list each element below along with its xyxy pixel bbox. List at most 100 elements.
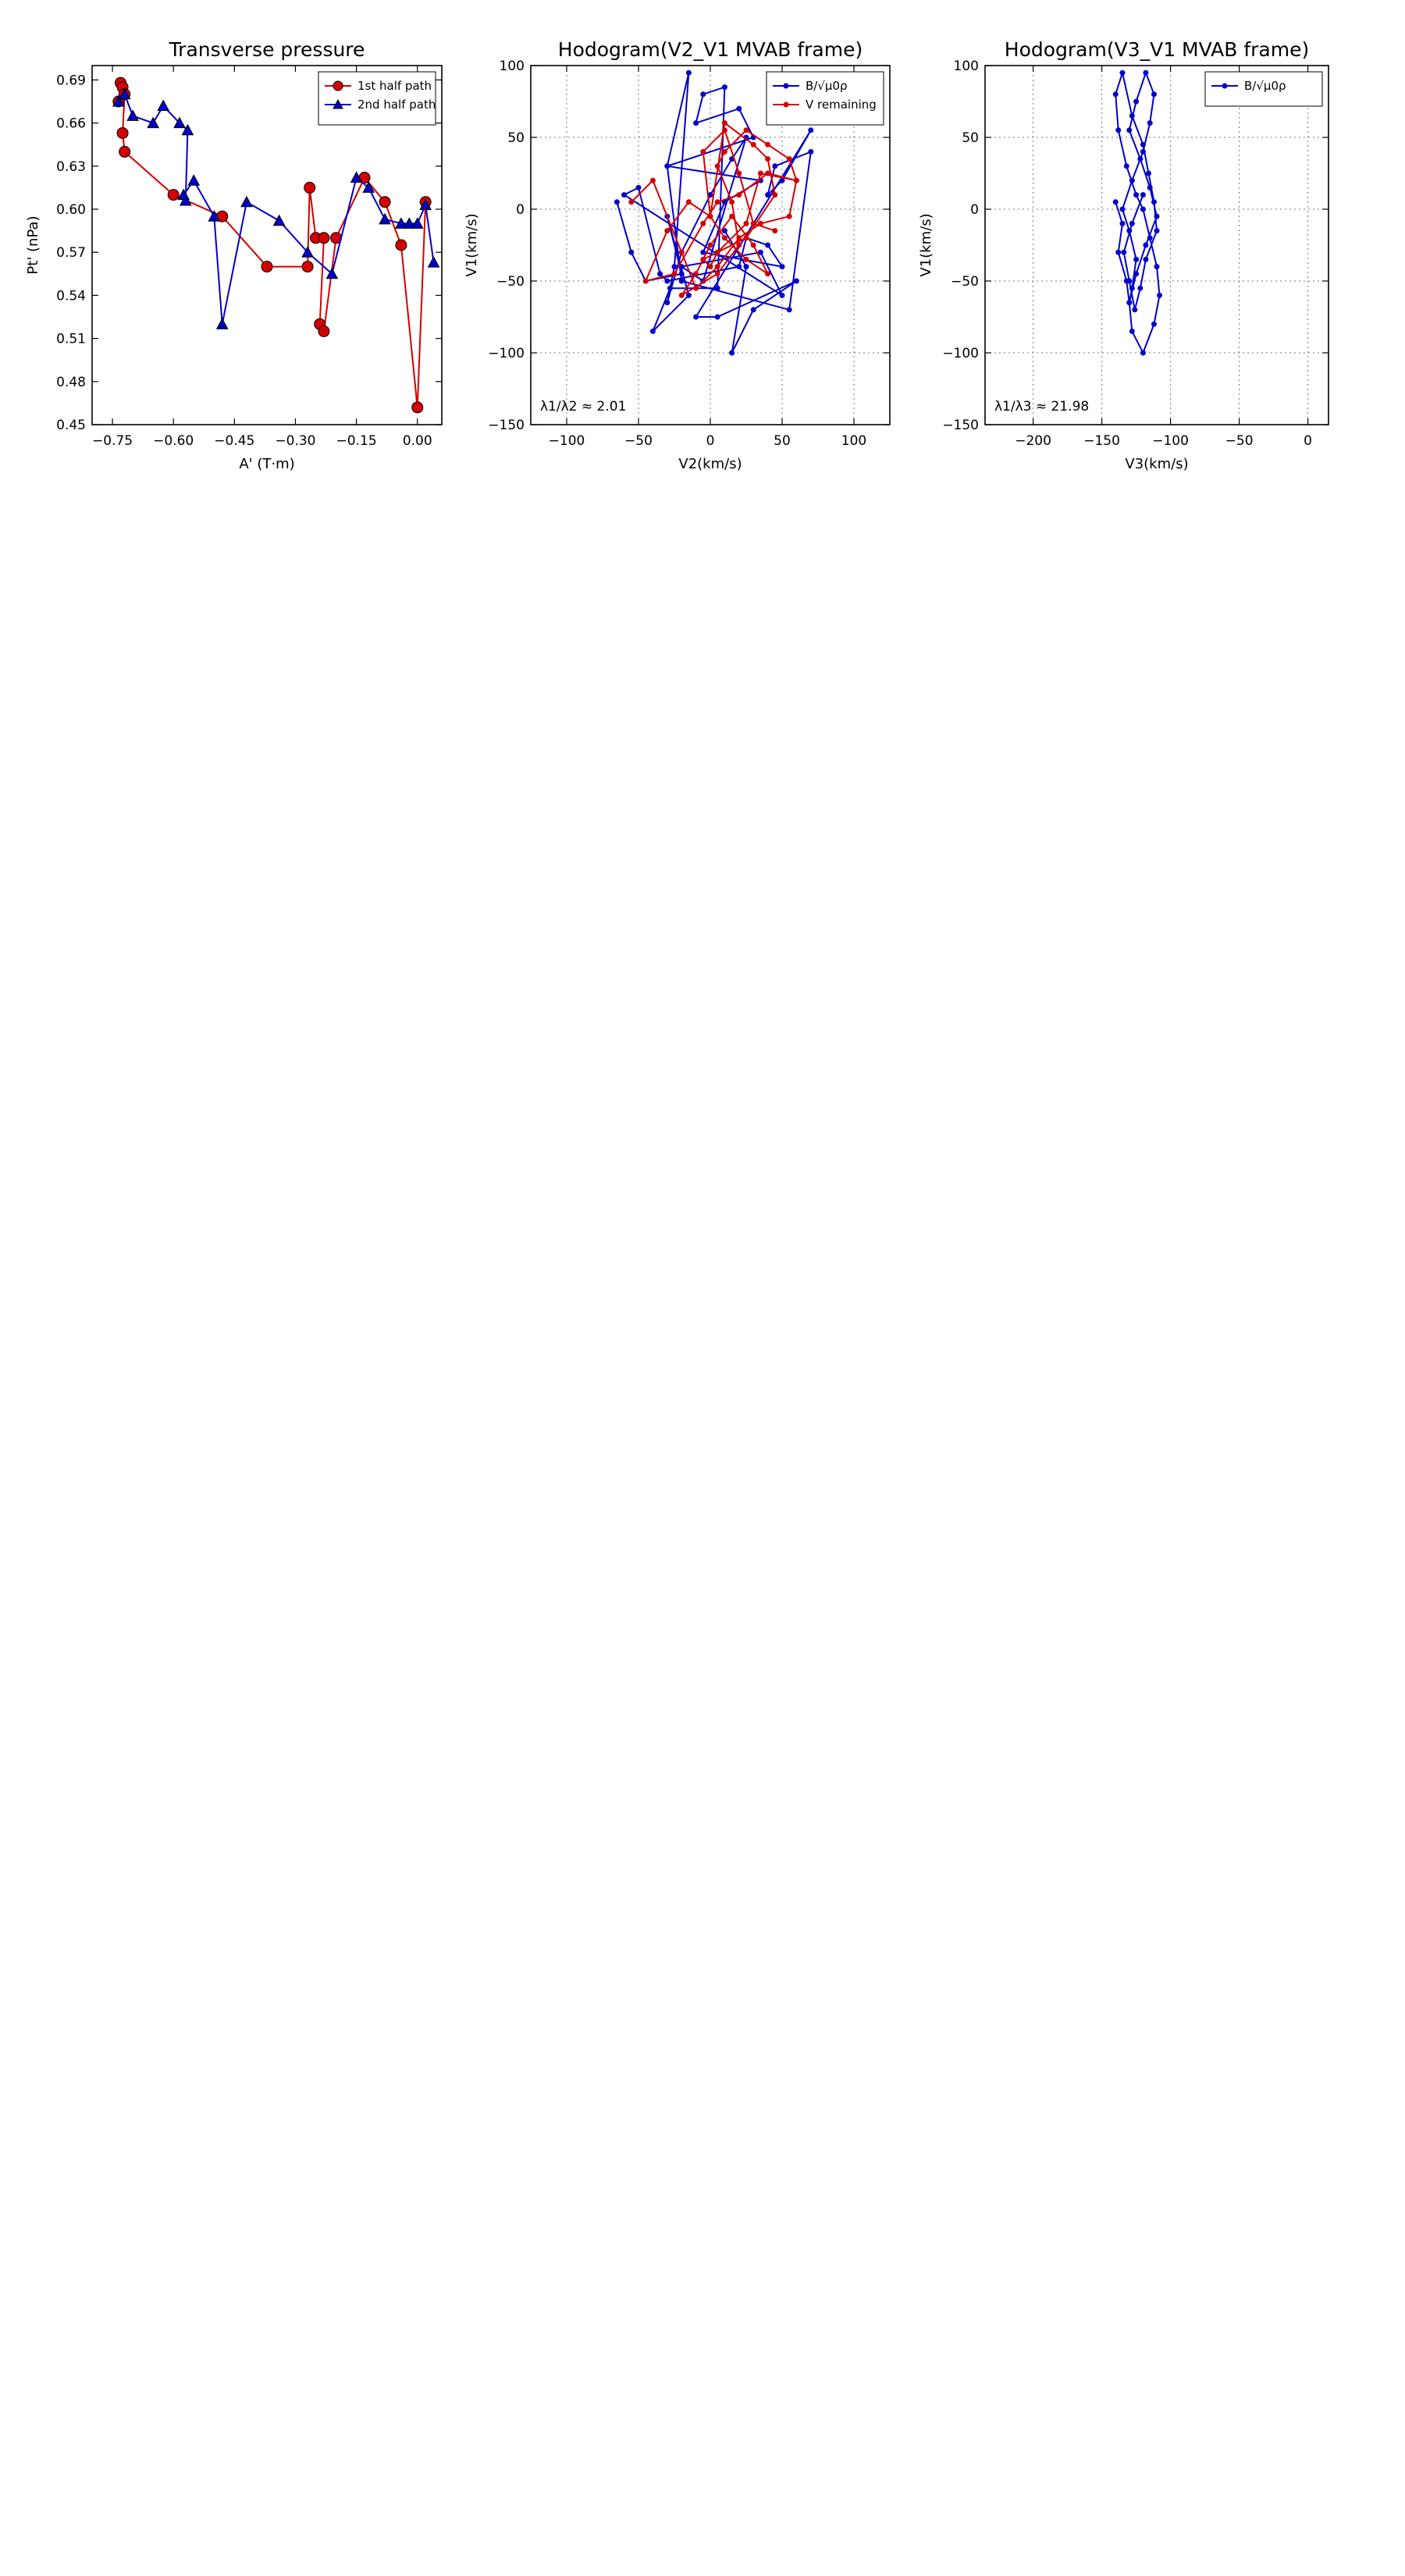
data-point — [757, 249, 763, 255]
legend-marker — [333, 80, 343, 91]
data-point — [793, 177, 799, 183]
series-1st-half-path — [112, 76, 432, 414]
data-point — [786, 156, 792, 162]
y-tick-label: 0.60 — [56, 202, 86, 218]
data-point — [1129, 285, 1135, 291]
data-point — [1119, 206, 1126, 212]
legend-marker — [783, 83, 789, 89]
data-point — [786, 213, 792, 219]
data-point — [772, 163, 778, 169]
data-point — [793, 278, 799, 284]
data-point — [808, 127, 814, 133]
data-point — [208, 210, 221, 222]
data-point — [700, 148, 706, 155]
data-point — [772, 228, 778, 234]
data-point — [693, 120, 699, 126]
x-tick-label: −50 — [624, 433, 653, 449]
data-point — [685, 199, 692, 205]
data-point — [750, 242, 756, 248]
data-point — [126, 109, 139, 121]
data-point — [700, 220, 706, 226]
data-point — [721, 127, 727, 133]
data-point — [1123, 163, 1129, 169]
data-point — [1151, 321, 1157, 327]
data-point — [1126, 127, 1133, 133]
data-point — [1154, 228, 1160, 234]
data-point — [714, 314, 720, 320]
data-point — [215, 318, 229, 329]
data-point — [379, 196, 391, 208]
data-point — [1147, 120, 1153, 126]
data-point — [240, 195, 253, 208]
data-point — [1132, 307, 1138, 313]
legend-marker — [783, 101, 789, 108]
data-point — [177, 188, 190, 201]
data-point — [678, 264, 685, 270]
y-tick-label: 0.45 — [56, 418, 86, 433]
data-point — [1133, 256, 1140, 262]
y-tick-label: 0.54 — [56, 288, 86, 304]
data-point — [362, 181, 375, 193]
legend-label: 2nd half path — [357, 98, 436, 112]
data-point — [1140, 192, 1146, 198]
data-point — [664, 228, 670, 234]
x-tick-label: −100 — [1152, 433, 1189, 449]
data-point — [157, 99, 170, 112]
data-point — [657, 271, 663, 277]
data-point — [642, 278, 649, 284]
data-point — [714, 163, 720, 169]
data-point — [765, 141, 771, 148]
data-point — [187, 174, 201, 186]
data-point — [779, 292, 785, 298]
data-point — [173, 116, 186, 129]
chart-title: Hodogram(V2_V1 MVAB frame) — [558, 38, 863, 61]
data-point — [743, 220, 749, 226]
data-point — [379, 212, 391, 225]
data-point — [116, 126, 129, 139]
series-line — [616, 72, 813, 354]
data-point — [779, 177, 785, 183]
y-tick-label: −100 — [942, 346, 979, 361]
data-point — [664, 278, 670, 284]
data-point — [167, 189, 180, 201]
data-point — [261, 261, 273, 273]
data-point — [765, 271, 771, 277]
data-point — [721, 84, 727, 91]
data-point — [671, 264, 678, 270]
x-tick-label: 0.00 — [403, 433, 432, 449]
data-point — [685, 69, 692, 76]
y-axis-label: V1(km/s) — [918, 213, 934, 276]
plot-frame — [91, 65, 443, 425]
data-point — [729, 213, 735, 219]
series-b-0- — [1112, 69, 1163, 356]
data-point — [1140, 206, 1146, 212]
data-point — [119, 145, 131, 158]
data-point — [721, 235, 727, 241]
data-point — [1137, 285, 1144, 291]
data-point — [1143, 69, 1149, 76]
data-point — [1151, 91, 1157, 98]
x-tick-label: −50 — [1225, 433, 1254, 449]
data-point — [1154, 264, 1160, 270]
data-point — [621, 192, 628, 198]
x-tick-label: −200 — [1015, 433, 1051, 449]
data-point — [685, 292, 692, 298]
data-point — [743, 127, 749, 133]
y-axis-label: Pt' (nPa) — [25, 215, 41, 274]
legend: 1st half path 2nd half path — [318, 71, 436, 126]
legend-label: B/√μ0ρ — [806, 79, 848, 93]
data-point — [147, 116, 159, 129]
data-point — [750, 307, 756, 313]
data-point — [181, 123, 194, 136]
legend: B/√μ0ρ V remaining — [766, 71, 884, 126]
data-point — [1112, 199, 1119, 205]
data-point — [786, 307, 792, 313]
x-tick-label: 0 — [1304, 433, 1312, 449]
x-tick-label: −0.30 — [275, 433, 315, 449]
data-point — [350, 171, 363, 183]
data-point — [707, 242, 713, 248]
legend-box — [318, 71, 436, 126]
data-point — [411, 401, 424, 414]
data-point — [779, 264, 785, 270]
data-point — [729, 350, 735, 356]
